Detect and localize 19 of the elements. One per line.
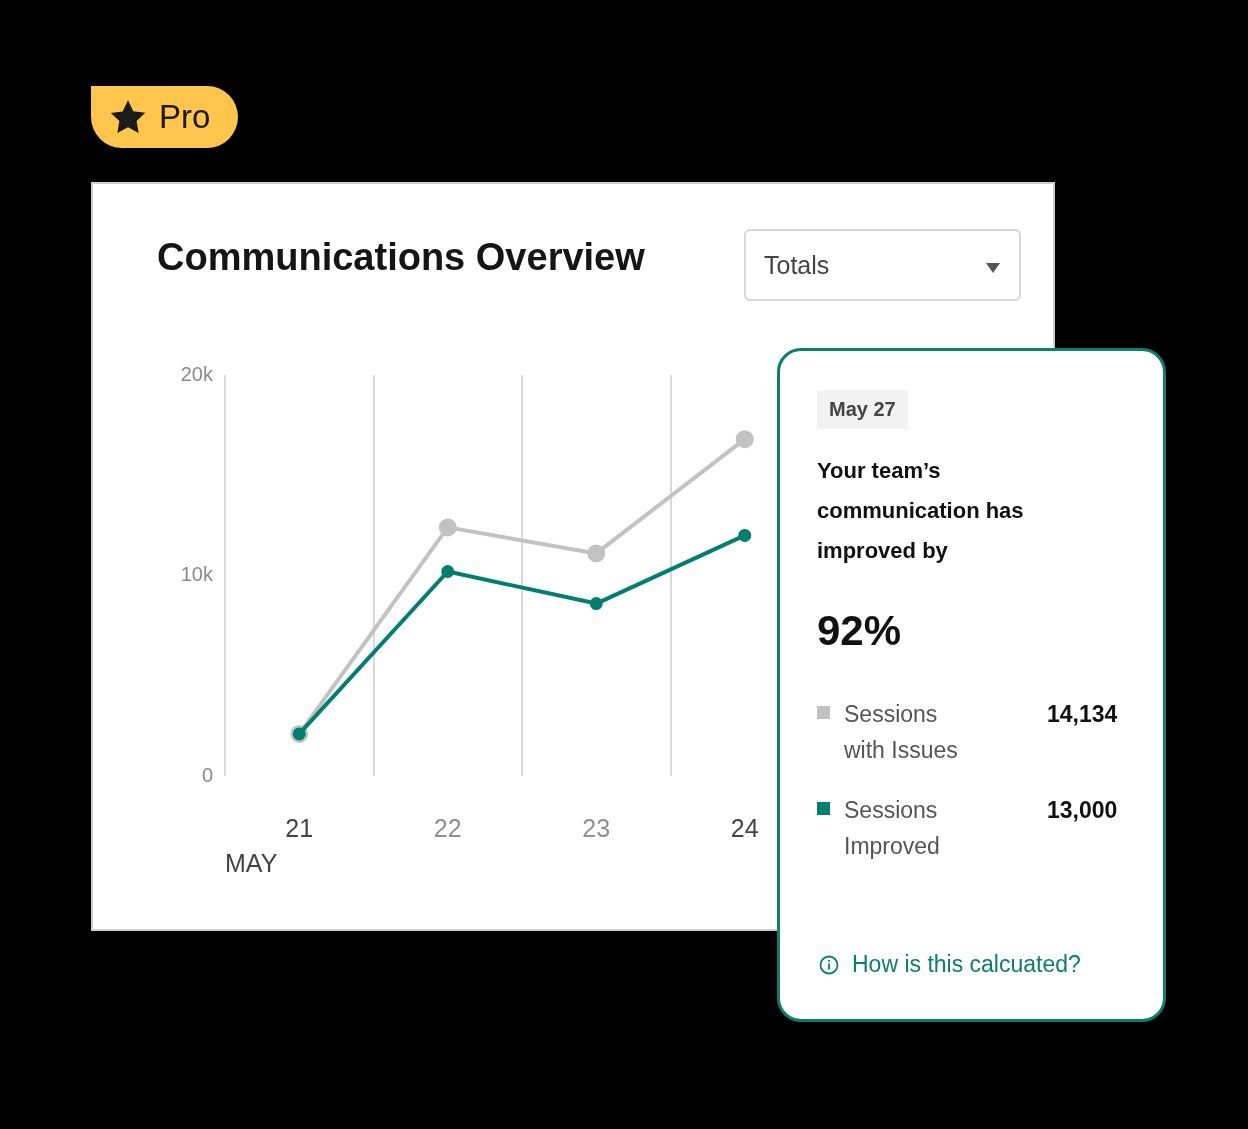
x-tick-label: 23 xyxy=(582,813,611,842)
text: 13,000 xyxy=(1047,796,1118,825)
legend-label: Sessions with Issues xyxy=(844,700,959,765)
text: 14,134 xyxy=(1047,700,1118,729)
annotation: Your team’s communication has improved by xyxy=(817,457,1025,565)
text: Totals xyxy=(764,250,830,280)
x-axis-title: MAY xyxy=(225,848,278,877)
x-tick-label: 24 xyxy=(730,813,759,842)
legend-label: Sessions Improved xyxy=(844,796,941,861)
y-tick-label: 0 xyxy=(201,763,213,786)
text: How is this calcuated? xyxy=(852,951,1081,978)
x-tick-label: 21 xyxy=(285,813,314,842)
text: Pro xyxy=(159,98,211,136)
y-tick-label: 10k xyxy=(180,563,214,586)
x-tick-label: 22 xyxy=(433,813,462,842)
y-tick-label: 20k xyxy=(180,362,214,385)
text: May 27 xyxy=(817,390,908,429)
chart-title: Communications Overview xyxy=(157,236,645,279)
annotation: 92% xyxy=(817,607,902,655)
